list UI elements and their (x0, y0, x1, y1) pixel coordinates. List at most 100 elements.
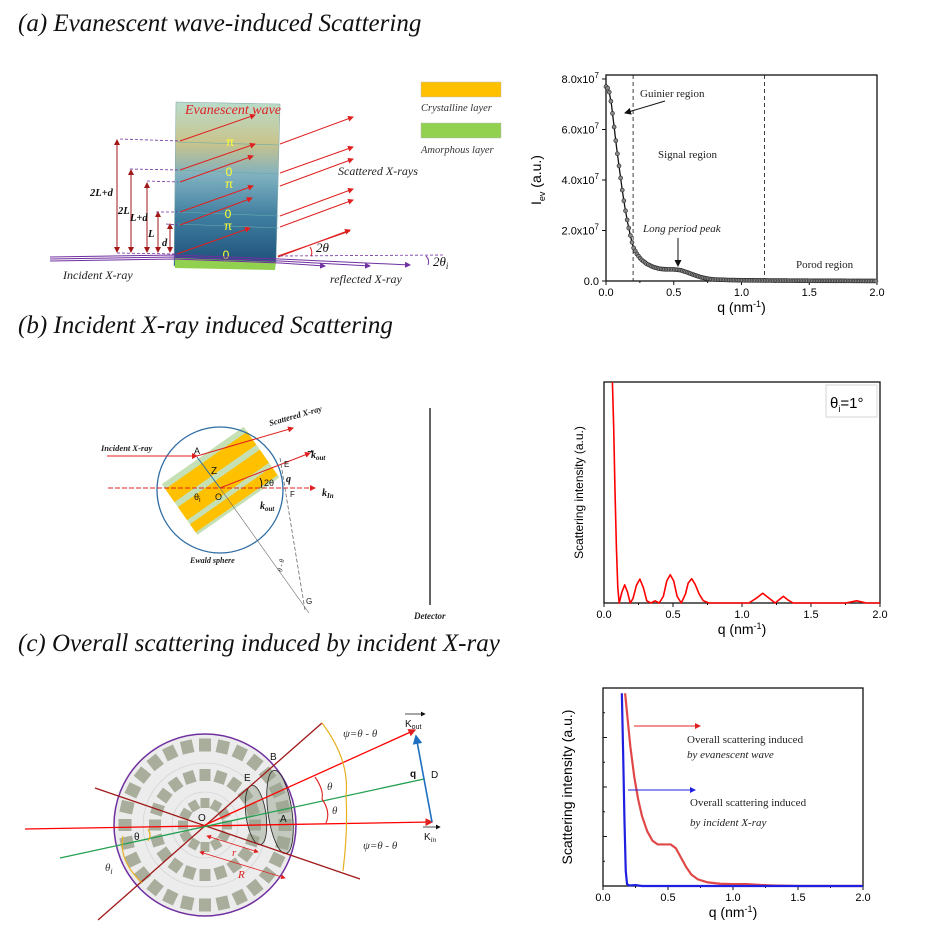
x-tick-label: 1.5 (790, 892, 805, 904)
data-point (619, 187, 625, 193)
point-A: A (280, 814, 287, 825)
panel-c-diagram: O B E A D θ Kout Kin q ψ=θ - θ ψ=θ - θ θ… (24, 711, 441, 921)
chart-b-incident-scattering: 0.0 0.5 1.0 1.5 2.0 q (nm-1) Scattering intens… (572, 381, 888, 637)
detector-label: Detector (413, 611, 446, 621)
point-F: F (290, 490, 295, 499)
theta-label-lower: θ (332, 805, 338, 817)
two-theta-label: 2θ (316, 240, 330, 255)
lamella-block (156, 787, 173, 804)
lamella-block (124, 851, 142, 868)
x-tick-label: 1.5 (802, 287, 817, 299)
phase-label: 0 (225, 207, 232, 221)
incident-xray-label: Incident X-ray (62, 268, 133, 282)
series-line (611, 382, 880, 604)
x-axis-label: q (nm-1) (717, 299, 765, 315)
annotation-signal: Signal region (658, 149, 717, 161)
guinier-arrow (624, 100, 666, 115)
k-in-label: kIn (322, 488, 334, 500)
chart-a-evanescent-intensity: 0.0 0.5 1.0 1.5 2.0 q (nm-1) 0.0 2.0x107 4.0x107… (528, 71, 885, 315)
lamella-block (199, 738, 211, 752)
psi-top-label: ψ=θ - θ (343, 728, 378, 740)
lamella-block (200, 798, 210, 808)
x-tick-label: 2.0 (869, 287, 884, 299)
lamella-block (182, 770, 197, 785)
phase-label: π (224, 219, 232, 233)
scattered-xrays-label: Scattered X-rays (338, 164, 418, 178)
K-in-label: Kin (424, 832, 437, 844)
lamella-block (162, 744, 179, 762)
data-line (605, 86, 878, 282)
lamella-block (179, 807, 193, 821)
phase-label: 0 (223, 248, 230, 262)
x-tick-label: 2.0 (855, 892, 870, 904)
ewald-sphere-circle (156, 426, 284, 554)
normal-line (196, 456, 221, 489)
lamella-block (179, 739, 195, 755)
psi-top-text: ψ=θ - θ (343, 728, 378, 740)
panel-b-title: (b) Incident X-ray induced Scattering (18, 312, 393, 339)
data-point (624, 217, 630, 223)
y-tick-label: 6.0x107 (562, 122, 600, 137)
y-axis-label: Scattering intensity (a.u.) (559, 710, 575, 865)
angle-G-label: θ - θ (276, 558, 286, 572)
plot-frame (605, 74, 878, 282)
lamella-block (215, 895, 231, 911)
lamella-block (167, 776, 184, 793)
q-label: q (286, 474, 291, 485)
x-tick-label: 0.0 (596, 609, 611, 621)
lamella-block (231, 888, 248, 906)
k-out-ray (219, 452, 311, 489)
lamella-block (187, 837, 201, 851)
y-tick-label: 4.0x107 (562, 172, 600, 187)
legend-line2-red: by evanescent wave (687, 749, 774, 761)
x-tick-label: 0.5 (665, 609, 680, 621)
phase-label: π (225, 177, 233, 191)
legend-line1-blue: Overall scattering induced (690, 797, 807, 809)
x-tick-label: 0.5 (660, 892, 675, 904)
point-O: O (198, 813, 206, 824)
legend-swatch-crystalline (420, 81, 502, 98)
lamellar-sample (161, 426, 280, 535)
evanescent-wave-label: Evanescent wave (184, 103, 281, 118)
dim-label: L+d (129, 213, 148, 224)
legend-line2-blue: by incident X-ray (690, 817, 766, 829)
data-point (623, 208, 628, 214)
dim-label: L (147, 229, 154, 240)
k-out-label-bottom: kout (260, 501, 275, 513)
phase-label: π (226, 135, 234, 149)
k-out-sub: out (265, 505, 275, 513)
k-out-ray (204, 729, 417, 826)
k-out-text: k (260, 501, 265, 512)
dim-label: 2L (117, 206, 130, 217)
point-B: B (270, 752, 277, 763)
point-Z: Z (211, 466, 217, 477)
point-D: D (431, 770, 438, 781)
x-axis-label: q (nm-1) (709, 904, 757, 920)
incident-xray-label: Incident X-ray (100, 443, 152, 453)
series-line (620, 693, 863, 888)
x-tick-label: 1.0 (725, 892, 740, 904)
legend-label: θi=1° (830, 395, 863, 414)
angle-arc-2theta-i (425, 255, 430, 266)
x-tick-label: 2.0 (872, 609, 887, 621)
k-in-text: k (322, 488, 327, 499)
legend-swatch-amorphous (420, 122, 502, 139)
R-label: R (237, 869, 245, 881)
lamella-block (209, 799, 223, 813)
panel-a-diagram: Evanescent wave π 0 π 0 π 0 (49, 81, 502, 286)
x-tick-label: 1.0 (734, 287, 749, 299)
q-label: q (410, 769, 416, 780)
theta-i-text: θ (105, 862, 111, 874)
panel-c-title: (c) Overall scattering induced by incide… (18, 630, 500, 657)
amorphous-substrate (175, 258, 276, 270)
theta-i-label: θi (105, 862, 113, 876)
theta-i-sub: i (199, 497, 201, 504)
data-point (873, 278, 879, 284)
lamella-block (187, 799, 201, 813)
lamella-block (231, 744, 248, 762)
lamella-block (199, 898, 211, 912)
theta-label-left: θ (134, 832, 140, 843)
lamella-block (199, 769, 211, 781)
x-tick-label: 0.0 (598, 287, 613, 299)
scattered-xray-label: Scattered X-ray (268, 403, 323, 428)
